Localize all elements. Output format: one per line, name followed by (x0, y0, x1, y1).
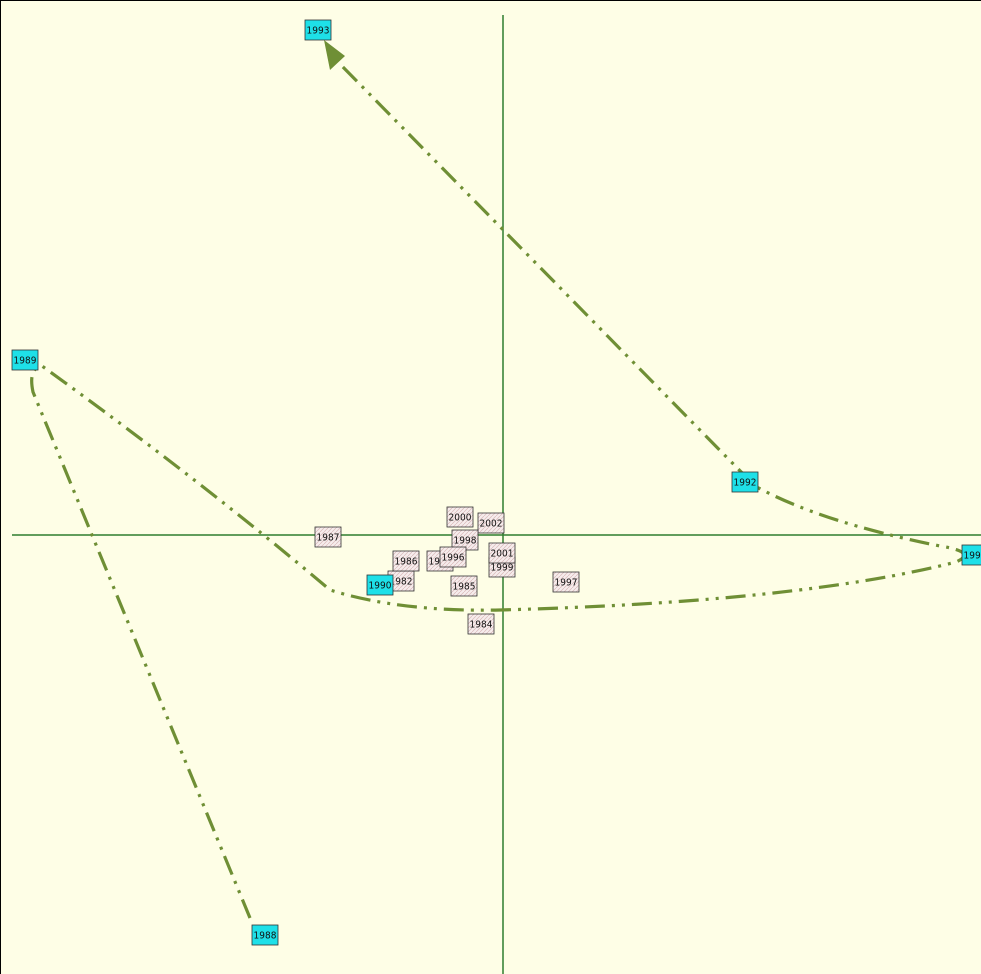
highlighted-year-label: 1989 (14, 356, 37, 367)
highlighted-year-label: 1988 (254, 931, 277, 942)
trajectory (30, 60, 966, 919)
year-label-box (450, 575, 478, 597)
year-label: 2000 (449, 513, 472, 524)
highlighted-year-label-box (11, 349, 39, 371)
highlighted-year-label-box (304, 19, 332, 41)
year-label: 1986 (395, 557, 418, 568)
highlighted-year-label: 1990 (369, 581, 392, 592)
highlighted-year-label-box (251, 924, 279, 946)
year-label: 1997 (555, 578, 578, 589)
year-label: 2002 (480, 519, 503, 530)
highlighted-year-label-box (366, 574, 394, 596)
year-label: 1984 (470, 620, 493, 631)
year-label: 1985 (453, 582, 476, 593)
year-label: 1996 (442, 553, 465, 564)
year-label-box (392, 550, 420, 572)
year-label-box (439, 546, 467, 568)
year-label: 1998 (454, 536, 477, 547)
year-label: 1982 (390, 577, 413, 588)
highlighted-year-label: 1993 (307, 26, 330, 37)
year-label-box (488, 542, 516, 564)
year-label: 2001 (491, 549, 514, 560)
year-label: 1999 (491, 563, 514, 574)
year-label-box (477, 512, 505, 534)
arrow-head (324, 40, 345, 70)
highlighted-year-label-box (731, 471, 759, 493)
year-label-box (314, 526, 342, 548)
highlighted-year-label-box (961, 544, 981, 566)
highlighted-year-label: 1992 (734, 478, 757, 489)
year-label-box (552, 571, 580, 593)
year-labels: 1982198319871986198519841997199920012000… (11, 19, 981, 946)
year-label-box (446, 506, 474, 528)
year-label: 1987 (317, 533, 340, 544)
year-label-box (467, 613, 495, 635)
